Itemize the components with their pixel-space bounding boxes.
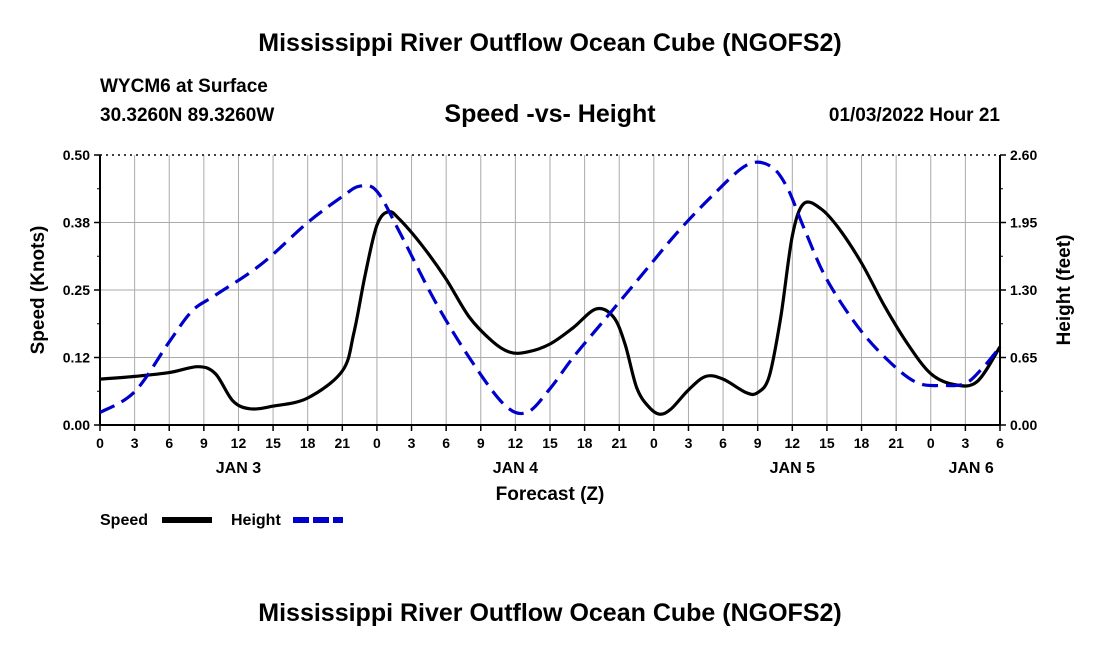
x-tick-label: 6 <box>165 435 173 451</box>
x-tick-label: 21 <box>611 435 627 451</box>
coordinates-label: 30.3260N 89.3260W <box>100 105 275 126</box>
day-label: JAN 3 <box>216 460 261 477</box>
x-tick-label: 21 <box>335 435 351 451</box>
day-label: JAN 6 <box>948 460 993 477</box>
y-tick-label: 0.25 <box>63 282 90 298</box>
x-tick-label: 12 <box>508 435 524 451</box>
x-tick-label: 0 <box>373 435 381 451</box>
x-tick-label: 3 <box>408 435 416 451</box>
x-tick-label: 0 <box>927 435 935 451</box>
x-tick-label: 15 <box>542 435 558 451</box>
datetime-label: 01/03/2022 Hour 21 <box>828 105 1000 126</box>
y2-tick-label: 1.30 <box>1010 282 1037 298</box>
x-tick-label: 15 <box>265 435 281 451</box>
chart-title: Speed -vs- Height <box>444 100 656 128</box>
x-tick-label: 3 <box>685 435 693 451</box>
day-label: JAN 4 <box>493 460 538 477</box>
y-tick-label: 0.38 <box>63 215 90 231</box>
x-axis-title: Forecast (Z) <box>496 484 605 505</box>
x-tick-label: 3 <box>131 435 139 451</box>
x-tick-label: 0 <box>650 435 658 451</box>
station-label: WYCM6 at Surface <box>100 76 268 97</box>
x-tick-label: 0 <box>96 435 104 451</box>
x-tick-label: 6 <box>719 435 727 451</box>
y2-tick-label: 0.00 <box>1010 417 1037 433</box>
x-tick-label: 6 <box>442 435 450 451</box>
y2-tick-label: 0.65 <box>1010 350 1037 366</box>
x-tick-label: 12 <box>231 435 247 451</box>
x-tick-label: 15 <box>819 435 835 451</box>
y-tick-label: 0.00 <box>63 417 90 433</box>
x-tick-label: 9 <box>754 435 762 451</box>
main-title: Mississippi River Outflow Ocean Cube (NG… <box>258 29 842 57</box>
y2-tick-label: 2.60 <box>1010 147 1037 163</box>
series-line-speed <box>99 200 1002 416</box>
series-line-height <box>99 160 1002 416</box>
y-axis-title: Speed (Knots) <box>28 226 49 355</box>
y-tick-label: 0.12 <box>63 350 90 366</box>
y2-axis-title: Height (feet) <box>1054 235 1075 346</box>
footer-title: Mississippi River Outflow Ocean Cube (NG… <box>258 599 842 627</box>
x-tick-label: 18 <box>577 435 593 451</box>
legend-height-label: Height <box>231 512 281 529</box>
x-tick-label: 18 <box>300 435 316 451</box>
x-tick-label: 3 <box>961 435 969 451</box>
legend-speed-label: Speed <box>100 512 148 529</box>
x-tick-label: 21 <box>888 435 904 451</box>
y-tick-label: 0.50 <box>63 147 90 163</box>
x-tick-label: 9 <box>200 435 208 451</box>
x-tick-label: 6 <box>996 435 1004 451</box>
y2-tick-label: 1.95 <box>1010 215 1037 231</box>
x-tick-label: 9 <box>477 435 485 451</box>
day-label: JAN 5 <box>770 460 815 477</box>
x-tick-label: 12 <box>785 435 801 451</box>
x-tick-label: 18 <box>854 435 870 451</box>
